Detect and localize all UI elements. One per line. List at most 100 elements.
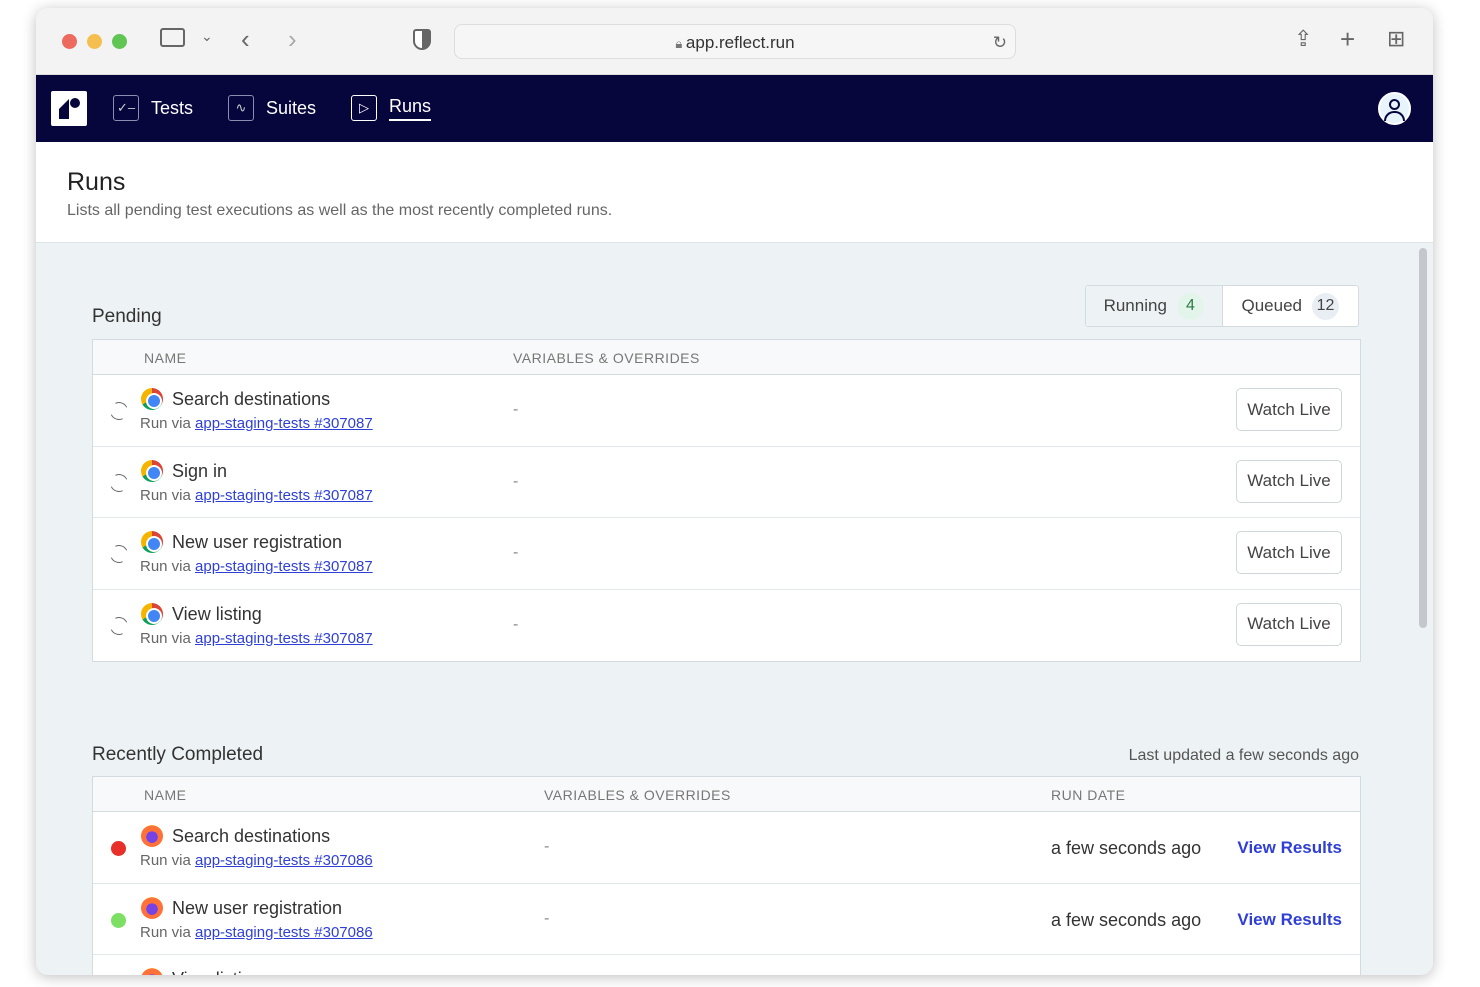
completed-title: Recently Completed: [92, 744, 264, 765]
nav-suites-label: Suites: [266, 97, 317, 118]
column-variables: VARIABLES & OVERRIDES: [544, 787, 731, 803]
last-updated-text: Last updated a few seconds ago: [1128, 747, 1359, 764]
tab-running-label: Running: [1103, 296, 1167, 315]
browser-toolbar: ⌄ ‹ › 🔒︎ app.reflect.run ↻ ⇪ + ⊞: [36, 8, 1433, 75]
play-icon: ▷: [351, 95, 377, 121]
run-date: a few seconds ago: [1051, 838, 1202, 858]
run-via-label: Run via: [140, 629, 191, 647]
pending-title: Pending: [92, 306, 162, 327]
completed-table: NAME VARIABLES & OVERRIDES RUN DATE Sear…: [92, 776, 1361, 975]
reflect-logo[interactable]: [51, 91, 87, 126]
watch-live-button[interactable]: Watch Live: [1236, 459, 1342, 503]
table-row: Search destinations Run via app-staging-t…: [93, 812, 1360, 884]
variables-value: -: [544, 838, 550, 855]
table-row: New user registration Run via app-staging…: [93, 884, 1360, 955]
variables-value: -: [513, 401, 519, 418]
table-row: New user registration Run via app-staging…: [93, 518, 1360, 590]
new-tab-icon[interactable]: +: [1340, 24, 1356, 54]
firefox-icon: [141, 968, 163, 975]
maximize-window-button[interactable]: [112, 34, 127, 49]
run-via: Run via app-staging-tests #307086: [140, 924, 373, 941]
firefox-icon: [141, 825, 163, 847]
spinner-icon: [107, 542, 131, 566]
spinner-icon: [107, 613, 131, 638]
minimize-window-button[interactable]: [87, 34, 102, 49]
user-avatar-icon[interactable]: [1378, 92, 1411, 125]
run-via-label: Run via: [140, 415, 191, 432]
chrome-icon: [141, 388, 163, 410]
browser-window: ⌄ ‹ › 🔒︎ app.reflect.run ↻ ⇪ + ⊞ ✓– Tests …: [36, 8, 1433, 975]
lock-icon: 🔒︎: [675, 36, 686, 51]
chrome-icon: [141, 459, 163, 482]
run-via-label: Run via: [140, 852, 191, 869]
pending-tabs: Running 4 Queued 12: [1085, 285, 1359, 327]
running-count-badge: 4: [1176, 292, 1204, 320]
variables-value: -: [513, 544, 519, 561]
top-nav: ✓– Tests ∿ Suites ▷ Runs: [36, 75, 1433, 142]
test-name: Search destinations: [172, 826, 331, 846]
spinner-icon: [107, 399, 131, 423]
view-results-link[interactable]: View Results: [1237, 909, 1342, 929]
scrollbar[interactable]: [1419, 248, 1427, 628]
chevron-down-icon[interactable]: ⌄: [201, 28, 213, 44]
run-date: a few seconds ago: [1051, 909, 1202, 930]
pulse-icon: ∿: [228, 95, 254, 121]
nav-tests[interactable]: ✓– Tests: [113, 95, 193, 121]
variables-value: -: [513, 472, 519, 490]
run-via: Run via app-staging-tests #307086: [140, 852, 373, 869]
nav-tests-label: Tests: [151, 97, 194, 118]
test-name: Sign in: [172, 460, 228, 481]
suite-run-link[interactable]: app-staging-tests #307086: [195, 923, 373, 941]
tab-queued-label: Queued: [1241, 296, 1303, 315]
table-row: Sign in Run via app-staging-tests #307087…: [93, 447, 1360, 518]
nav-runs[interactable]: ▷ Runs: [351, 95, 432, 121]
close-window-button[interactable]: [62, 34, 77, 49]
share-icon[interactable]: ⇪: [1294, 26, 1313, 51]
watch-live-button[interactable]: Watch Live: [1236, 602, 1342, 646]
queued-count-badge: 12: [1312, 292, 1339, 320]
suite-run-link[interactable]: app-staging-tests #307087: [195, 629, 373, 647]
status-failed-icon: [111, 841, 126, 856]
test-name: New user registration: [172, 532, 343, 552]
nav-runs-label: Runs: [389, 96, 432, 121]
forward-icon[interactable]: ›: [288, 24, 297, 54]
address-bar[interactable]: 🔒︎ app.reflect.run ↻: [454, 24, 1016, 59]
page-subtitle: Lists all pending test executions as wel…: [67, 202, 613, 219]
suite-run-link[interactable]: app-staging-tests #307086: [195, 852, 373, 869]
column-name: NAME: [144, 787, 187, 803]
chrome-icon: [141, 531, 163, 553]
run-via: Run via app-staging-tests #307087: [140, 630, 373, 647]
test-name: View listing: [172, 603, 262, 624]
run-via-label: Run via: [140, 558, 191, 575]
page-title: Runs: [67, 168, 126, 196]
suite-run-link[interactable]: app-staging-tests #307087: [195, 558, 373, 575]
shield-icon[interactable]: [413, 29, 431, 50]
test-name: New user registration: [172, 897, 343, 918]
back-icon[interactable]: ‹: [241, 24, 250, 54]
table-row: View listing Run via app-staging-tests #3…: [93, 590, 1360, 662]
chrome-icon: [141, 602, 163, 625]
suite-run-link[interactable]: app-staging-tests #307087: [195, 486, 373, 504]
sidebar-toggle-icon[interactable]: [160, 28, 185, 47]
tab-queued[interactable]: Queued 12: [1223, 286, 1359, 326]
variables-value: -: [544, 909, 550, 927]
variables-value: -: [513, 615, 519, 633]
view-results-link[interactable]: View Results: [1237, 838, 1342, 857]
tab-overview-icon[interactable]: ⊞: [1387, 26, 1406, 51]
watch-live-button[interactable]: Watch Live: [1236, 531, 1342, 574]
suite-run-link[interactable]: app-staging-tests #307087: [195, 415, 373, 432]
nav-suites[interactable]: ∿ Suites: [228, 95, 316, 121]
column-name: NAME: [144, 350, 187, 366]
run-via: Run via app-staging-tests #307087: [140, 558, 373, 575]
run-via: Run via app-staging-tests #307087: [140, 487, 373, 504]
run-via-label: Run via: [140, 486, 191, 504]
status-passed-icon: [111, 912, 126, 928]
run-via-label: Run via: [140, 923, 191, 941]
tab-running[interactable]: Running 4: [1086, 286, 1223, 326]
table-row: Search destinations Run via app-staging-t…: [93, 375, 1360, 447]
checklist-icon: ✓–: [113, 95, 139, 121]
column-run-date: RUN DATE: [1051, 787, 1126, 803]
watch-live-button[interactable]: Watch Live: [1236, 388, 1342, 431]
table-row: View listing: [93, 955, 1360, 975]
reload-icon[interactable]: ↻: [992, 33, 1007, 52]
